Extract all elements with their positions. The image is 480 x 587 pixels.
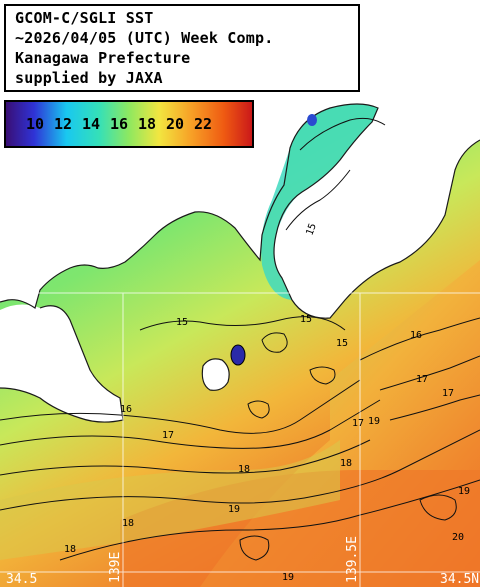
contour-label: 18 [238,464,250,475]
legend-tick-14: 14 [82,115,101,133]
lat-label-34-5n: 34.5N [440,572,479,587]
contour-label: 17 [442,388,454,399]
land-izu [0,304,123,423]
contour-label: 19 [458,486,470,497]
title-line-3: Kanagawa Prefecture [15,49,191,67]
contour-label: 15 [176,317,188,328]
contour-label: 15 [300,314,312,325]
legend-ticks: 10 12 14 16 18 20 22 [6,102,252,146]
contour-label: 16 [120,404,132,415]
legend-tick-22: 22 [194,115,213,133]
lat-label-35n: 35N [13,278,36,293]
title-line-2: ~2026/04/05 (UTC) Week Comp. [15,29,274,47]
legend-tick-10: 10 [26,115,45,133]
legend-colorbar [4,100,254,148]
contour-label: 17 [162,430,174,441]
legend-tick-16: 16 [110,115,129,133]
legend-tick-20: 20 [166,115,185,133]
contour-label: 16 [410,330,422,341]
contour-label: 19 [368,416,380,427]
lon-label-139-5e: 139.5E [345,536,360,583]
title-line-1: GCOM-C/SGLI SST [15,9,154,27]
contour-label: 20 [452,532,464,543]
contour-label: 18 [122,518,134,529]
sst-legend: 10 12 14 16 18 20 22 [4,100,254,148]
land-east-coast [400,0,480,140]
legend-tick-12: 12 [54,115,73,133]
contour-label: 19 [228,504,240,515]
contour-label: 18 [340,458,352,469]
legend-tick-18: 18 [138,115,157,133]
bay-cool-water [261,104,378,300]
graticule [0,292,480,587]
land-oshima [202,358,230,391]
sea-warm-band [0,440,340,560]
contour-label: 18 [64,544,76,555]
lon-label-139e: 139E [108,552,123,583]
cold-patch [230,344,246,366]
contour-label: 17 [352,418,364,429]
contour-labels: 15 15 15 15 16 16 17 17 17 17 18 18 18 1… [64,222,470,583]
title-line-4: supplied by JAXA [15,69,163,87]
contour-label: 15 [336,338,348,349]
contour-label: 19 [282,572,294,583]
title-box: GCOM-C/SGLI SST ~2026/04/05 (UTC) Week C… [4,4,360,92]
contour-label: 15 [304,222,318,237]
cold-patch-bay [307,114,317,126]
contour-label: 17 [416,374,428,385]
lat-label-34-5: 34.5 [6,572,37,587]
